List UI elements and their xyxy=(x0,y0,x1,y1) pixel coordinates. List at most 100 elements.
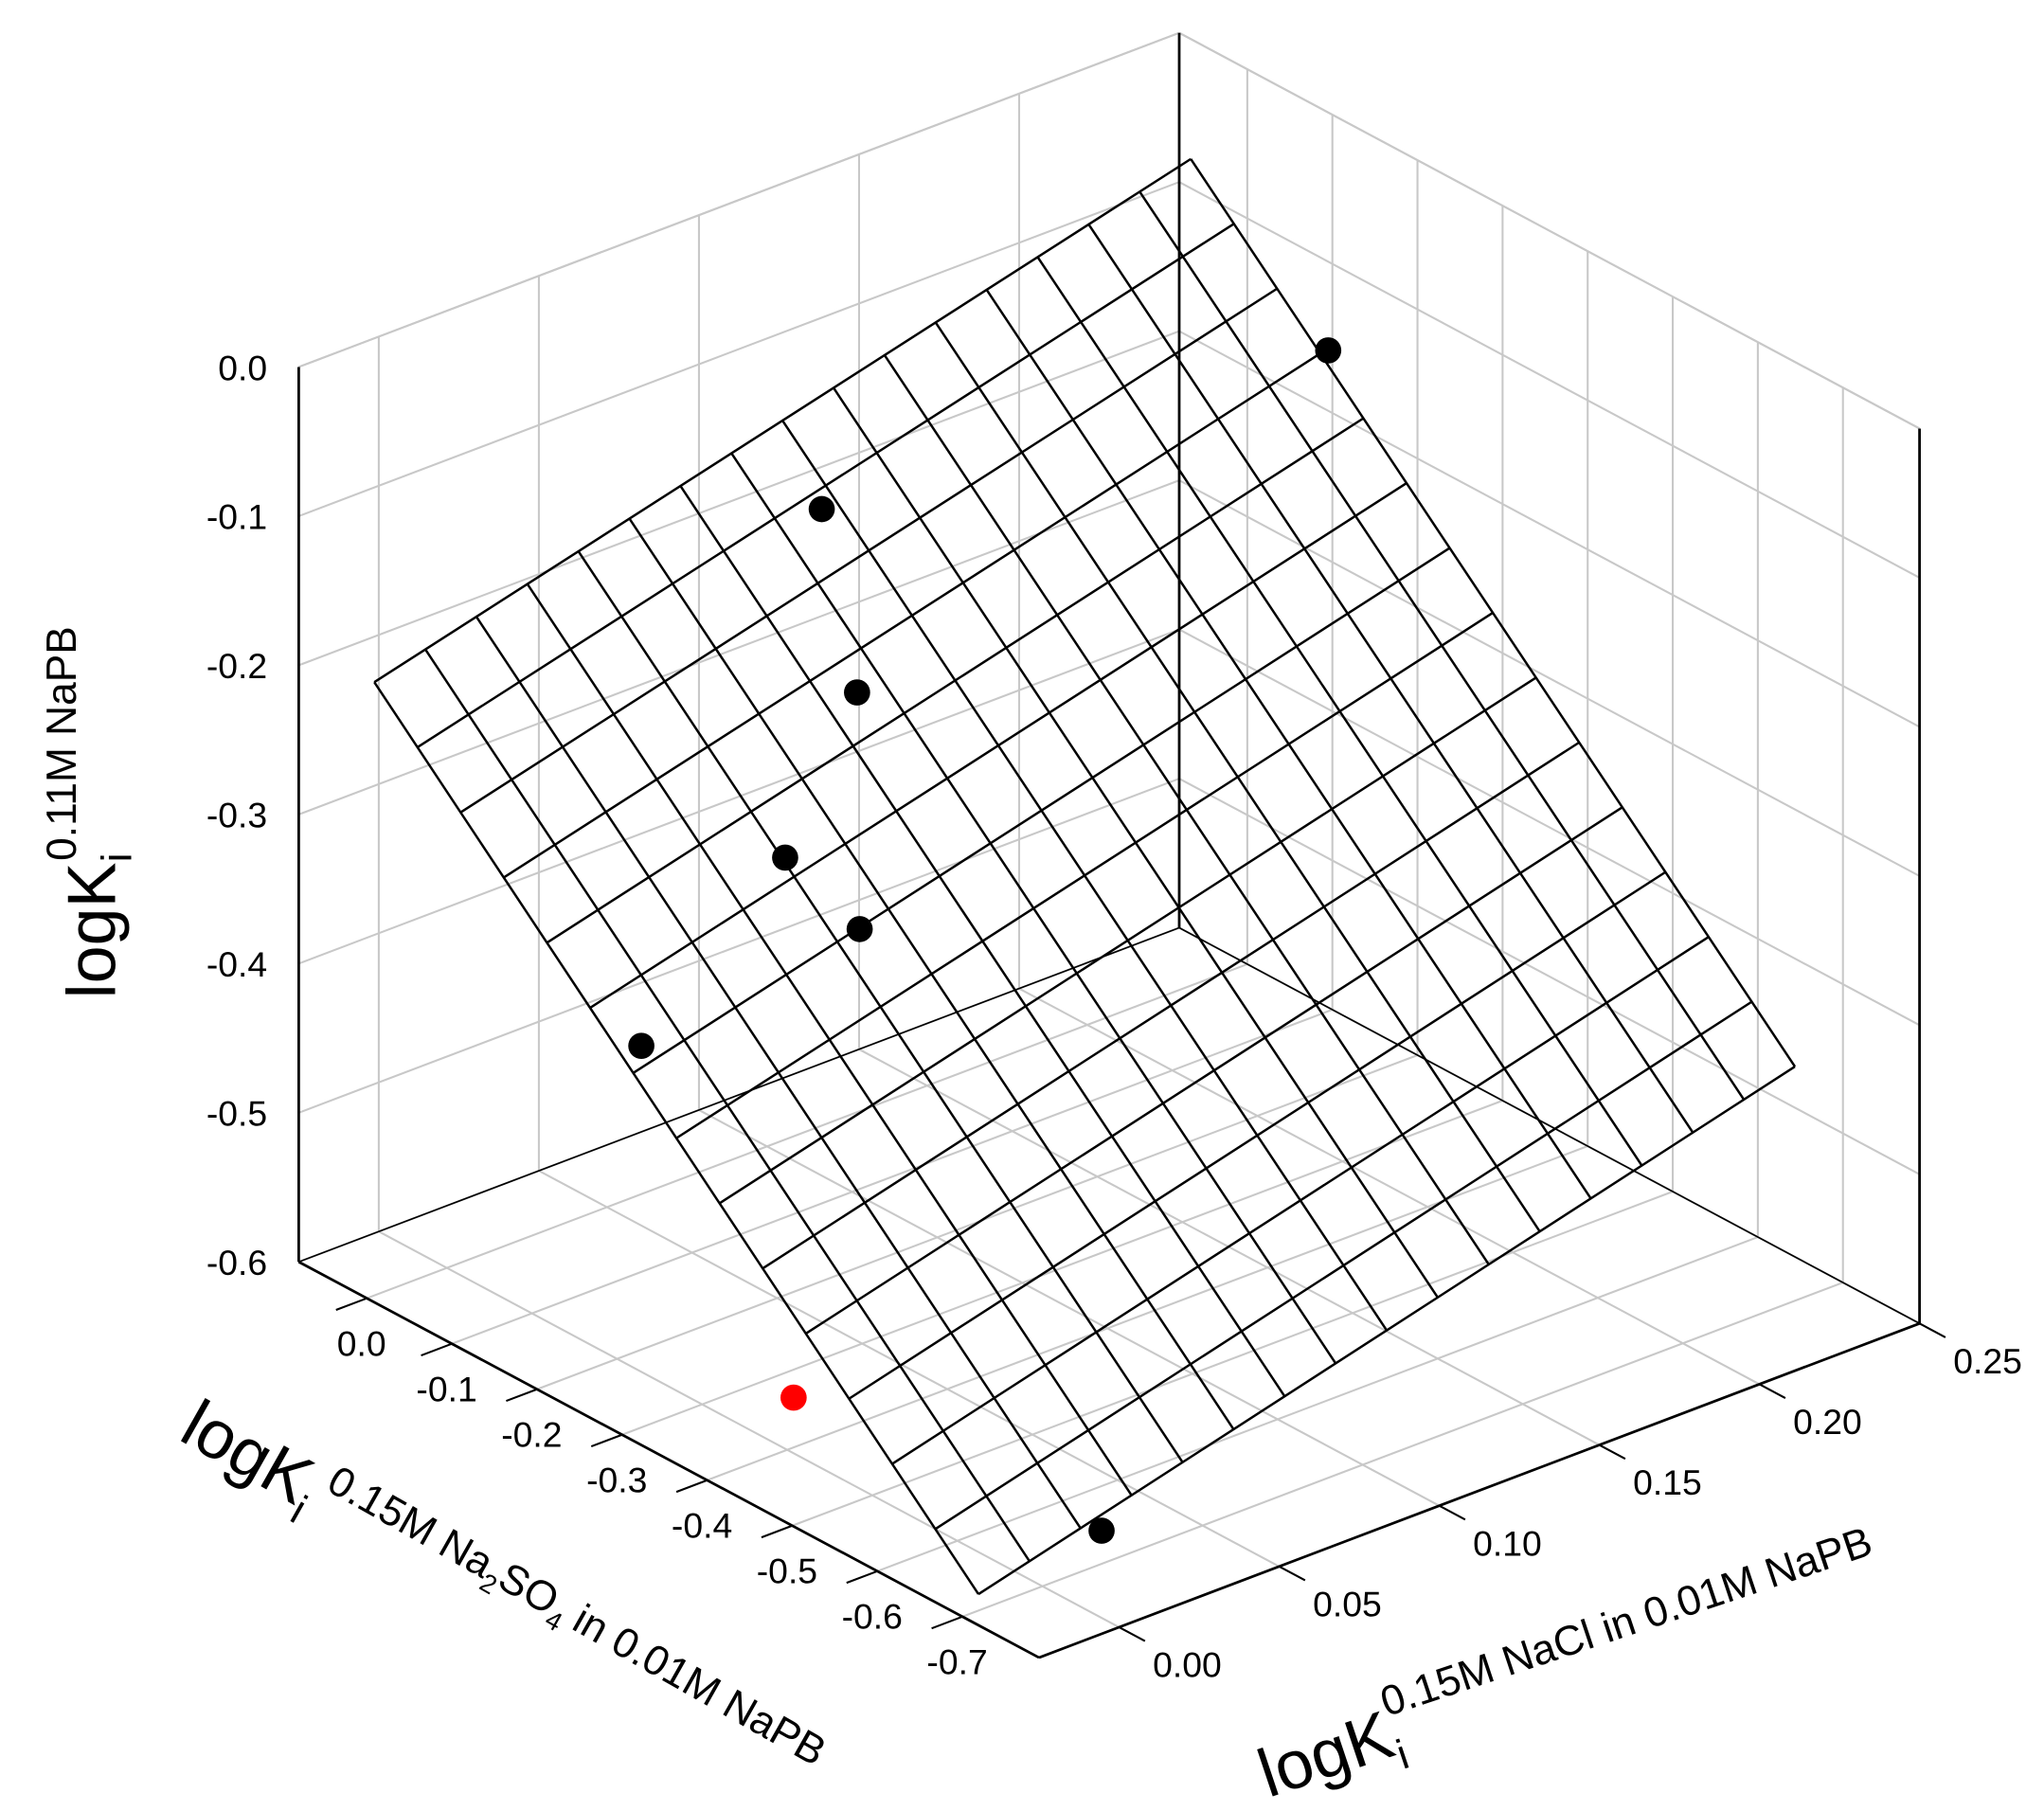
y-tick-label: 0.25 xyxy=(1953,1341,2022,1381)
y-tick xyxy=(1599,1443,1626,1461)
grid-line xyxy=(1178,181,1921,579)
z-tick-label: -0.5 xyxy=(206,1094,267,1134)
x-tick xyxy=(846,1569,878,1585)
z-tick-label: -0.2 xyxy=(206,646,267,686)
y-tick xyxy=(1439,1504,1466,1521)
x-tick-label: 0.0 xyxy=(337,1324,386,1364)
top-edge xyxy=(298,31,1180,368)
data-point xyxy=(808,495,835,523)
grid-line xyxy=(1178,330,1921,728)
y-axis-title: logKi0.15M NaCl in 0.01M NaPB xyxy=(1245,1518,1895,1811)
y-title-main: logK xyxy=(1249,1697,1403,1811)
y-tick xyxy=(1919,1322,1946,1338)
mesh-line xyxy=(577,550,1184,1463)
z-axis-title: logKi 0.11M NaPB xyxy=(39,626,140,998)
z-title-main: logK xyxy=(55,862,131,998)
y-tick-label: 0.10 xyxy=(1473,1523,1542,1563)
y-tick xyxy=(1279,1565,1306,1582)
x-tick-label: -0.3 xyxy=(586,1461,647,1500)
points xyxy=(628,337,1342,1544)
grid-line xyxy=(1178,479,1921,877)
grid xyxy=(298,31,1921,1628)
mesh-line xyxy=(628,517,1235,1430)
mesh-line xyxy=(833,386,1439,1299)
x-tick-label: -0.5 xyxy=(757,1551,817,1591)
grid-line xyxy=(298,479,1180,816)
mesh-line xyxy=(1036,256,1643,1167)
x-tick-label: -0.6 xyxy=(842,1597,903,1637)
grid-line xyxy=(378,1230,1120,1628)
z-title-sub: i xyxy=(94,853,140,863)
y-tick xyxy=(1759,1383,1786,1399)
mesh-line xyxy=(883,354,1490,1265)
grid-line xyxy=(538,1170,1280,1568)
mesh-line xyxy=(373,681,980,1595)
grid-line xyxy=(1018,987,1761,1386)
data-point xyxy=(844,679,870,706)
y-tick-label: 0.15 xyxy=(1633,1462,1702,1502)
mesh-line xyxy=(526,583,1133,1497)
labels: 0.0 -0.1 -0.2 -0.3 -0.4 -0.5 -0.6 -0.7 0.00 0.05 0… xyxy=(206,348,2022,1684)
z-tick-label: -0.4 xyxy=(206,944,267,984)
grid-line xyxy=(792,1191,1674,1527)
x-title-sup: in 0.01M NaPB xyxy=(565,1596,834,1775)
grid-line xyxy=(1178,628,1921,1027)
x-tick-label: -0.1 xyxy=(416,1370,476,1409)
z-tick-label: -0.6 xyxy=(206,1243,267,1282)
y-title-sup: 0.15M NaCl in 0.01M NaPB xyxy=(1375,1518,1878,1726)
grid-line xyxy=(298,628,1180,965)
grid-line xyxy=(298,181,1180,517)
data-point xyxy=(780,1384,807,1411)
y-tick-label: 0.20 xyxy=(1793,1402,1862,1442)
x-tick xyxy=(675,1479,708,1494)
grid-line xyxy=(1178,778,1921,1175)
mesh-line xyxy=(934,321,1541,1232)
top-edge xyxy=(1178,31,1921,430)
data-point xyxy=(1315,337,1342,364)
grid-line xyxy=(961,1282,1844,1618)
data-point xyxy=(772,844,798,871)
mesh-line xyxy=(475,616,1082,1530)
grid-line xyxy=(451,1008,1334,1345)
x-tick-label: -0.2 xyxy=(501,1415,562,1455)
z-tick-label: -0.3 xyxy=(206,796,267,835)
surface xyxy=(373,157,1797,1596)
mesh-line xyxy=(781,420,1389,1332)
z-title-sup: 0.11M NaPB xyxy=(39,626,85,861)
x-tick xyxy=(335,1297,368,1311)
x-tick xyxy=(506,1388,538,1403)
grid-line xyxy=(298,778,1180,1114)
y-axis-line xyxy=(1038,1321,1921,1659)
mesh-line xyxy=(679,485,1286,1397)
grid-line xyxy=(698,1109,1441,1507)
data-point xyxy=(628,1032,654,1060)
grid-line xyxy=(298,330,1180,667)
y-tick-label: 0.05 xyxy=(1313,1584,1382,1623)
x-tick-label: -0.7 xyxy=(926,1642,987,1682)
x-tick xyxy=(421,1342,453,1357)
data-point xyxy=(846,916,873,942)
grid-line xyxy=(621,1100,1503,1436)
mesh-line xyxy=(424,648,1031,1562)
data-point xyxy=(1088,1517,1115,1544)
grid-line xyxy=(876,1236,1759,1572)
y-tick-label: 0.00 xyxy=(1153,1645,1222,1685)
grid-line xyxy=(366,962,1248,1300)
floor-edge xyxy=(1178,926,1920,1325)
mesh-line xyxy=(1139,190,1746,1101)
x-tick-label: -0.4 xyxy=(672,1506,732,1546)
floor-edge xyxy=(298,926,1180,1264)
mesh-line xyxy=(730,452,1337,1365)
z-tick-label: 0.0 xyxy=(218,348,267,387)
mesh-line xyxy=(1087,224,1694,1134)
z-tick-label: -0.1 xyxy=(206,497,267,537)
mesh-line xyxy=(985,289,1592,1200)
x-axis-title: logKi 0.15M Na2SO4in 0.01M NaPB xyxy=(165,1382,834,1811)
mesh-line xyxy=(1190,158,1797,1067)
x-title-sup: 0.15M Na xyxy=(320,1457,501,1587)
x-axis-line xyxy=(297,1261,1040,1659)
x-tick xyxy=(931,1615,963,1630)
y-tick xyxy=(1119,1626,1146,1642)
